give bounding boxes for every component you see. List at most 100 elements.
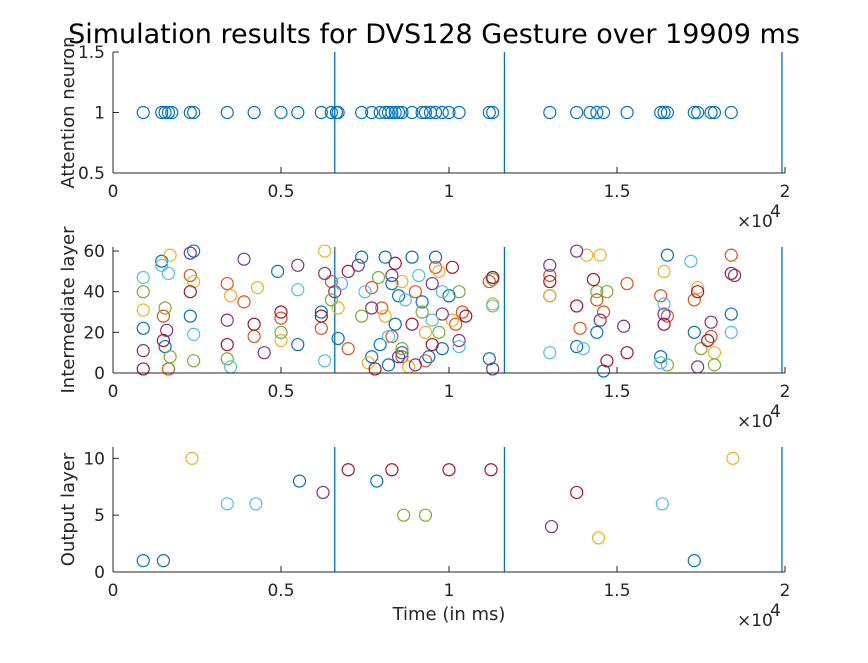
intermediate-point — [432, 325, 446, 339]
intermediate-point — [657, 264, 671, 278]
output-y-tick-label: 10 — [83, 449, 105, 469]
attention-x-exponent: ×10 — [737, 212, 773, 232]
intermediate-point — [704, 329, 718, 344]
output-point — [136, 554, 150, 568]
intermediate-point — [375, 301, 389, 315]
intermediate-point — [136, 270, 150, 285]
attention-point — [183, 105, 197, 120]
output-point — [544, 519, 559, 534]
attention-point — [691, 105, 705, 120]
intermediate-point — [600, 354, 614, 368]
output-point — [220, 497, 234, 511]
intermediate-y-label: Intermediate layer — [58, 226, 79, 394]
intermediate-point — [405, 250, 419, 264]
intermediate-point — [291, 337, 305, 352]
attention-point — [388, 105, 402, 120]
intermediate-point — [371, 270, 386, 285]
intermediate-point — [415, 305, 429, 319]
output-point — [570, 485, 584, 500]
intermediate-x-tick-label: 0 — [108, 382, 119, 402]
intermediate-point — [368, 362, 382, 376]
intermediate-point — [163, 350, 177, 364]
intermediate-point — [590, 325, 604, 339]
output-point — [370, 474, 384, 488]
intermediate-point — [187, 274, 201, 289]
intermediate-point — [691, 285, 705, 299]
intermediate-x-tick-label: 1.5 — [603, 382, 630, 402]
intermediate-point — [156, 309, 170, 323]
output-point — [341, 463, 355, 477]
output-y-tick-label: 0 — [94, 563, 105, 583]
attention-point — [583, 105, 597, 120]
intermediate-point — [445, 313, 459, 327]
output-x-tick-label: 1.5 — [603, 581, 630, 601]
intermediate-point — [428, 250, 443, 264]
intermediate-point — [459, 309, 473, 323]
intermediate-point — [620, 276, 634, 291]
attention-point — [482, 105, 496, 120]
intermediate-point — [318, 244, 332, 258]
intermediate-y-tick-label: 0 — [94, 364, 105, 384]
attention-point — [324, 105, 338, 120]
intermediate-point — [355, 250, 369, 264]
attention-point — [442, 105, 456, 120]
attention-point — [724, 105, 738, 120]
intermediate-point — [136, 303, 150, 317]
attention-y-tick-label: 1.5 — [78, 43, 105, 63]
intermediate-point — [482, 352, 496, 366]
intermediate-point — [155, 258, 169, 272]
output-y-tick-label: 5 — [94, 506, 105, 526]
output-point — [655, 497, 669, 511]
intermediate-point — [237, 295, 251, 309]
intermediate-point — [707, 358, 722, 372]
intermediate-point — [373, 337, 387, 352]
output-y-label: Output layer — [58, 452, 79, 566]
intermediate-point — [486, 299, 500, 313]
intermediate-point — [183, 268, 197, 283]
intermediate-point — [660, 358, 675, 372]
intermediate-point — [573, 321, 587, 335]
intermediate-point — [160, 323, 174, 337]
intermediate-point — [704, 315, 718, 329]
intermediate-point — [486, 362, 500, 376]
intermediate-point — [163, 248, 177, 262]
intermediate-point — [388, 256, 402, 270]
intermediate-point — [388, 317, 402, 331]
intermediate-point — [136, 321, 150, 335]
attention-x-tick-label: 0 — [108, 182, 119, 202]
intermediate-point — [378, 250, 392, 264]
intermediate-point — [161, 266, 176, 281]
intermediate-point — [324, 293, 338, 307]
attention-point — [247, 105, 261, 120]
intermediate-point — [385, 276, 399, 291]
attention-point — [158, 105, 172, 120]
intermediate-point — [365, 350, 379, 364]
intermediate-point — [250, 281, 265, 295]
output-point — [442, 463, 456, 477]
intermediate-x-tick-label: 1 — [444, 382, 455, 402]
attention-point — [355, 105, 369, 120]
intermediate-point — [274, 333, 288, 348]
intermediate-point — [570, 339, 584, 354]
intermediate-point — [395, 346, 409, 360]
intermediate-point — [452, 339, 466, 354]
intermediate-point — [684, 254, 698, 268]
attention-point — [274, 105, 288, 120]
output-point — [156, 554, 170, 568]
intermediate-point — [596, 364, 611, 378]
intermediate-point — [543, 289, 557, 303]
attention-point — [187, 105, 201, 120]
attention-point — [415, 105, 429, 120]
intermediate-point — [136, 362, 150, 376]
output-x-tick-label: 2 — [780, 581, 791, 601]
intermediate-point — [418, 325, 433, 339]
attention-point — [395, 105, 409, 120]
intermediate-point — [318, 266, 332, 281]
intermediate-point — [596, 305, 611, 319]
attention-x-tick-label: 1.5 — [603, 182, 630, 202]
intermediate-point — [657, 317, 671, 331]
attention-point — [620, 105, 634, 120]
intermediate-point — [425, 313, 439, 327]
intermediate-point — [660, 309, 675, 323]
